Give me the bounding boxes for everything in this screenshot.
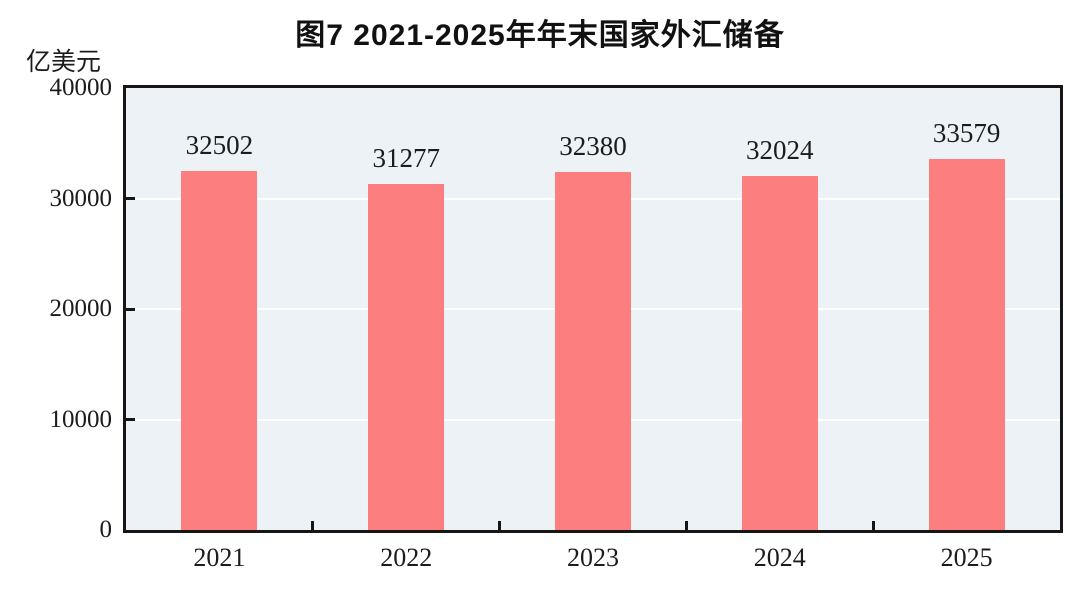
bar-2025 — [928, 158, 1005, 530]
plot-area: 32502 31277 32380 32024 33579 — [123, 85, 1063, 533]
y-axis-unit-label: 亿美元 — [26, 48, 102, 76]
y-tick-mark-20000 — [126, 307, 135, 311]
y-axis-label-30000: 30000 — [49, 184, 113, 212]
y-axis-label-10000: 10000 — [49, 405, 113, 433]
bar-2021 — [181, 170, 258, 530]
bar-value-label-2023: 32380 — [559, 131, 627, 162]
x-tick-mark-1 — [311, 521, 315, 530]
y-axis-label-20000: 20000 — [49, 295, 113, 322]
y-axis-label-0: 0 — [99, 516, 113, 543]
x-tick-mark-4 — [871, 521, 875, 530]
bar-value-label-2025: 33579 — [932, 117, 1001, 148]
chart-title: 图7 2021-2025年年末国家外汇储备 — [295, 19, 785, 52]
bar-value-label-2022: 31277 — [372, 143, 440, 174]
x-tick-mark-2 — [498, 521, 502, 530]
bar-2024 — [741, 176, 818, 530]
bar-2022 — [368, 184, 445, 530]
y-axis-label-40000: 40000 — [49, 74, 113, 101]
x-axis-label-2024: 2024 — [753, 543, 806, 572]
bar-value-label-2024: 32024 — [746, 135, 814, 166]
x-tick-mark-3 — [684, 521, 688, 530]
y-tick-mark-10000 — [126, 418, 135, 421]
x-axis-label-2022: 2022 — [380, 543, 433, 572]
bar-value-label-2021: 32502 — [185, 129, 254, 160]
bar-2023 — [555, 172, 631, 530]
x-axis-label-2023: 2023 — [567, 543, 619, 572]
y-tick-mark-30000 — [126, 197, 135, 200]
x-axis-label-2025: 2025 — [940, 543, 993, 572]
x-axis-label-2021: 2021 — [193, 543, 246, 572]
